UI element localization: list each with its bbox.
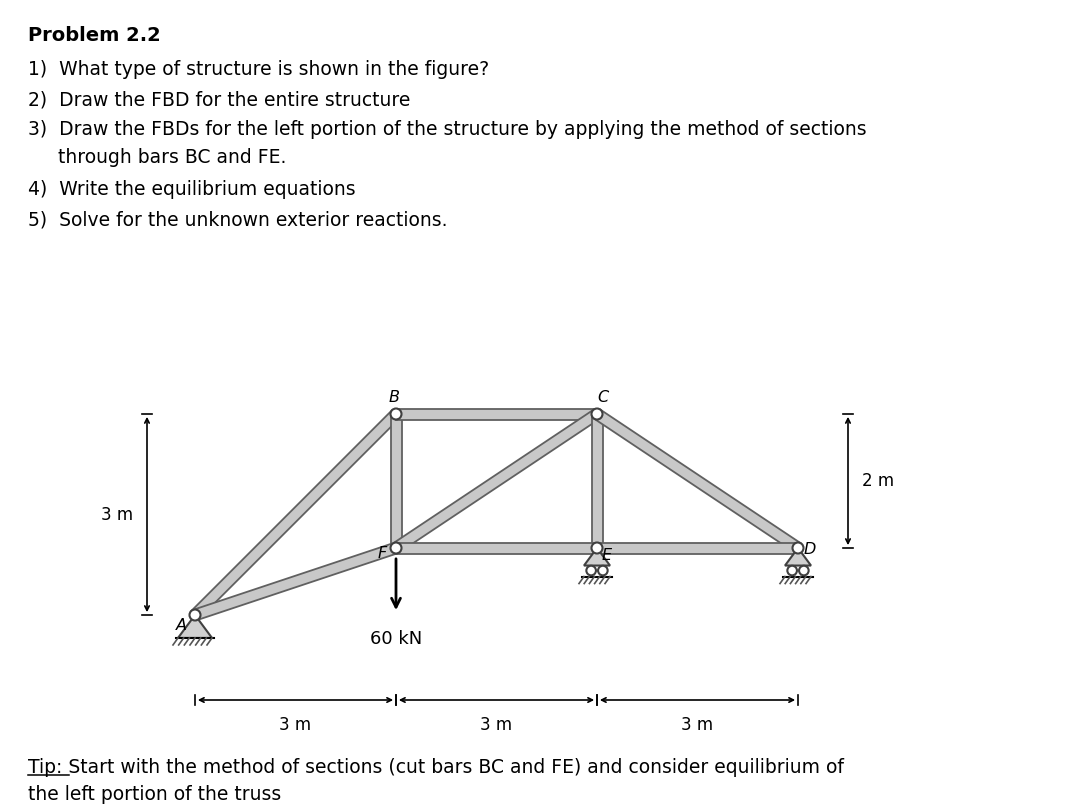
Circle shape	[799, 565, 809, 575]
Text: 4)  Write the equilibrium equations: 4) Write the equilibrium equations	[28, 180, 355, 199]
Polygon shape	[785, 548, 811, 565]
Text: the left portion of the truss: the left portion of the truss	[28, 785, 281, 804]
Text: 2)  Draw the FBD for the entire structure: 2) Draw the FBD for the entire structure	[28, 90, 410, 109]
Circle shape	[592, 408, 603, 420]
Polygon shape	[396, 408, 597, 420]
Polygon shape	[391, 414, 402, 548]
Text: 3 m: 3 m	[280, 716, 311, 734]
Circle shape	[391, 543, 402, 553]
Text: D: D	[804, 543, 816, 557]
Circle shape	[391, 408, 402, 420]
Polygon shape	[597, 543, 798, 553]
Text: 60 kN: 60 kN	[369, 630, 422, 648]
Text: 1)  What type of structure is shown in the figure?: 1) What type of structure is shown in th…	[28, 60, 489, 79]
Polygon shape	[592, 414, 603, 548]
Circle shape	[592, 543, 603, 553]
Text: 3 m: 3 m	[681, 716, 714, 734]
Text: C: C	[597, 390, 608, 406]
Polygon shape	[584, 548, 610, 565]
Polygon shape	[396, 543, 597, 553]
Polygon shape	[594, 409, 801, 552]
Circle shape	[586, 565, 596, 575]
Text: 3)  Draw the FBDs for the left portion of the structure by applying the method o: 3) Draw the FBDs for the left portion of…	[28, 120, 866, 139]
Text: 2 m: 2 m	[862, 472, 894, 490]
Circle shape	[787, 565, 797, 575]
Polygon shape	[178, 615, 212, 638]
Text: Tip: Start with the method of sections (cut bars BC and FE) and consider equilib: Tip: Start with the method of sections (…	[28, 758, 843, 777]
Polygon shape	[191, 410, 400, 619]
Text: through bars BC and FE.: through bars BC and FE.	[28, 148, 286, 167]
Text: A: A	[175, 617, 187, 633]
Circle shape	[598, 565, 608, 575]
Polygon shape	[193, 543, 397, 620]
Text: 3 m: 3 m	[481, 716, 513, 734]
Text: 5)  Solve for the unknown exterior reactions.: 5) Solve for the unknown exterior reacti…	[28, 210, 447, 229]
Text: B: B	[389, 390, 400, 406]
Text: 3 m: 3 m	[100, 505, 133, 523]
Text: F: F	[377, 547, 387, 561]
Circle shape	[189, 609, 201, 620]
Polygon shape	[393, 409, 600, 552]
Circle shape	[793, 543, 804, 553]
Text: E: E	[602, 548, 612, 564]
Text: Problem 2.2: Problem 2.2	[28, 26, 161, 45]
